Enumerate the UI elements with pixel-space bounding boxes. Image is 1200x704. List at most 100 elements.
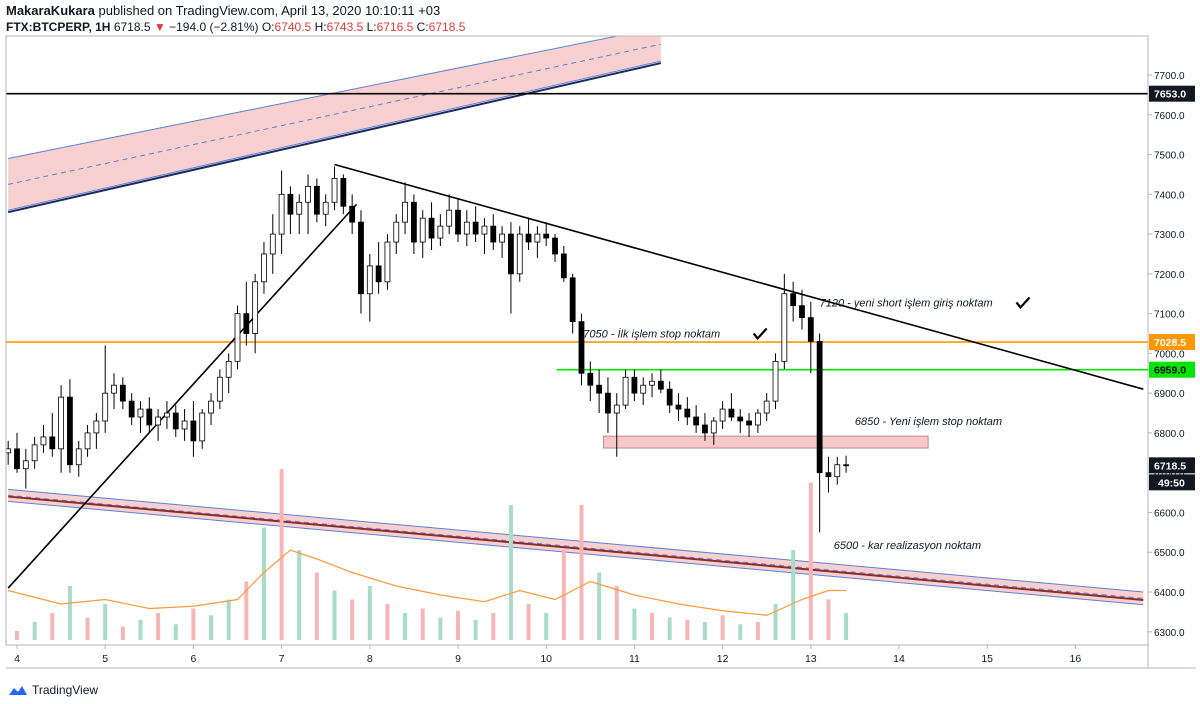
tradingview-logo-icon[interactable] [8,684,28,696]
x-tick-label: 11 [629,653,640,665]
candle-body [172,412,179,430]
candle-body [631,376,638,394]
y-tick-label: 6900.0 [1154,389,1185,400]
candle-body [40,436,47,446]
candle-body [613,404,620,414]
candle-body [675,404,682,410]
volume-bar [15,631,19,640]
last-price: 6718.5 [113,20,151,34]
candle-body [428,217,435,239]
x-tick-label: 4 [14,653,20,665]
candle-body [560,253,567,279]
volume-bar [632,608,637,640]
volume-bar [156,613,161,640]
y-tick-label: 6800.0 [1154,429,1185,440]
volume-bar [173,624,178,640]
stop-zone [603,435,929,449]
volume-bar [314,572,319,640]
candle-body [402,201,408,223]
candle-body [225,360,232,378]
high-label: H: [314,20,327,34]
candle-body [137,408,144,418]
down-arrow-icon: ▼ [153,20,166,34]
x-tick-label: 15 [981,653,993,665]
candle-body [472,221,479,235]
candle-body [455,209,461,235]
annotation-text-3: 6500 - kar realizasyon noktam [834,540,981,552]
candle-body [305,185,311,203]
price-badge-6959.0 [1149,361,1195,378]
tradingview-brand[interactable]: TradingView [32,683,99,697]
candle-body [22,460,29,470]
candle-body [622,376,629,406]
price-badge-label: 6718.5 [1154,460,1186,472]
high-value: 6743.5 [326,20,364,34]
upper-channel-fill [8,36,661,211]
author-name[interactable]: MakaraKukara [6,3,95,18]
publication-line: MakaraKukara published on TradingView.co… [6,3,440,18]
open-label: O: [261,20,275,34]
y-tick-label: 6500.0 [1154,548,1185,559]
candle-body [481,225,488,235]
y-tick-label: 6400.0 [1154,588,1185,599]
volume-bar [50,613,55,640]
candle-body [587,372,594,386]
volume-bar [844,613,849,640]
volume-bar [191,608,196,640]
candle-body [261,253,267,283]
candle-body [737,416,744,422]
lower-channel-upper-edge [8,488,1144,593]
candle-body [287,193,294,215]
candle-body [649,380,655,386]
x-tick-label: 9 [455,653,461,665]
volume-bar [261,527,266,640]
volume-bar [367,586,372,640]
symbol-title[interactable]: FTX:BTCPERP, 1H [6,20,111,34]
price-badge-6718.5 [1149,457,1195,474]
candle-body [234,313,241,362]
candle-body [605,392,611,414]
candle-body [834,464,841,478]
price-badge-label: 6959.0 [1154,365,1186,377]
candle-body [190,420,197,442]
ascending-support-line [7,203,358,589]
volume-bar [667,617,672,640]
check-icon [1015,296,1031,310]
candle-body [181,420,188,430]
candle-body [807,317,814,342]
candle-body [164,412,170,418]
candle-body [278,193,285,235]
candle-body [146,408,153,426]
candle-body [596,384,603,394]
candle-body [102,392,109,422]
close-value: 6718.5 [428,20,466,34]
candle-body [525,233,532,243]
y-tick-label: 7200.0 [1154,270,1185,281]
candle-body [763,400,770,414]
volume-bar [67,586,72,640]
candle-body [728,408,735,418]
price-badge-label: 7653.0 [1154,89,1186,101]
candle-body [419,217,426,243]
candle-body [252,281,259,334]
candle-body [313,185,320,215]
candle-body [816,341,823,474]
volume-bar [614,586,619,640]
y-tick-label: 7400.0 [1154,190,1185,201]
candle-body [119,384,126,402]
candle-body [719,408,726,422]
volume-bar [332,590,337,640]
candle-body [578,321,585,374]
volume-bar [226,599,231,640]
volume-bar [297,550,302,640]
candle-body [49,436,56,450]
volume-bar [350,599,355,640]
price-chart[interactable]: 7120 - yeni short işlem giriş noktam 7050… [0,34,1200,678]
check-icon [752,327,768,341]
y-tick-label: 6700.0 [1154,469,1185,480]
volume-bar [103,604,108,640]
volume-bar [826,599,831,640]
countdown-badge [1149,474,1195,491]
volume-bar [738,624,743,640]
open-value: 6740.5 [274,20,312,34]
